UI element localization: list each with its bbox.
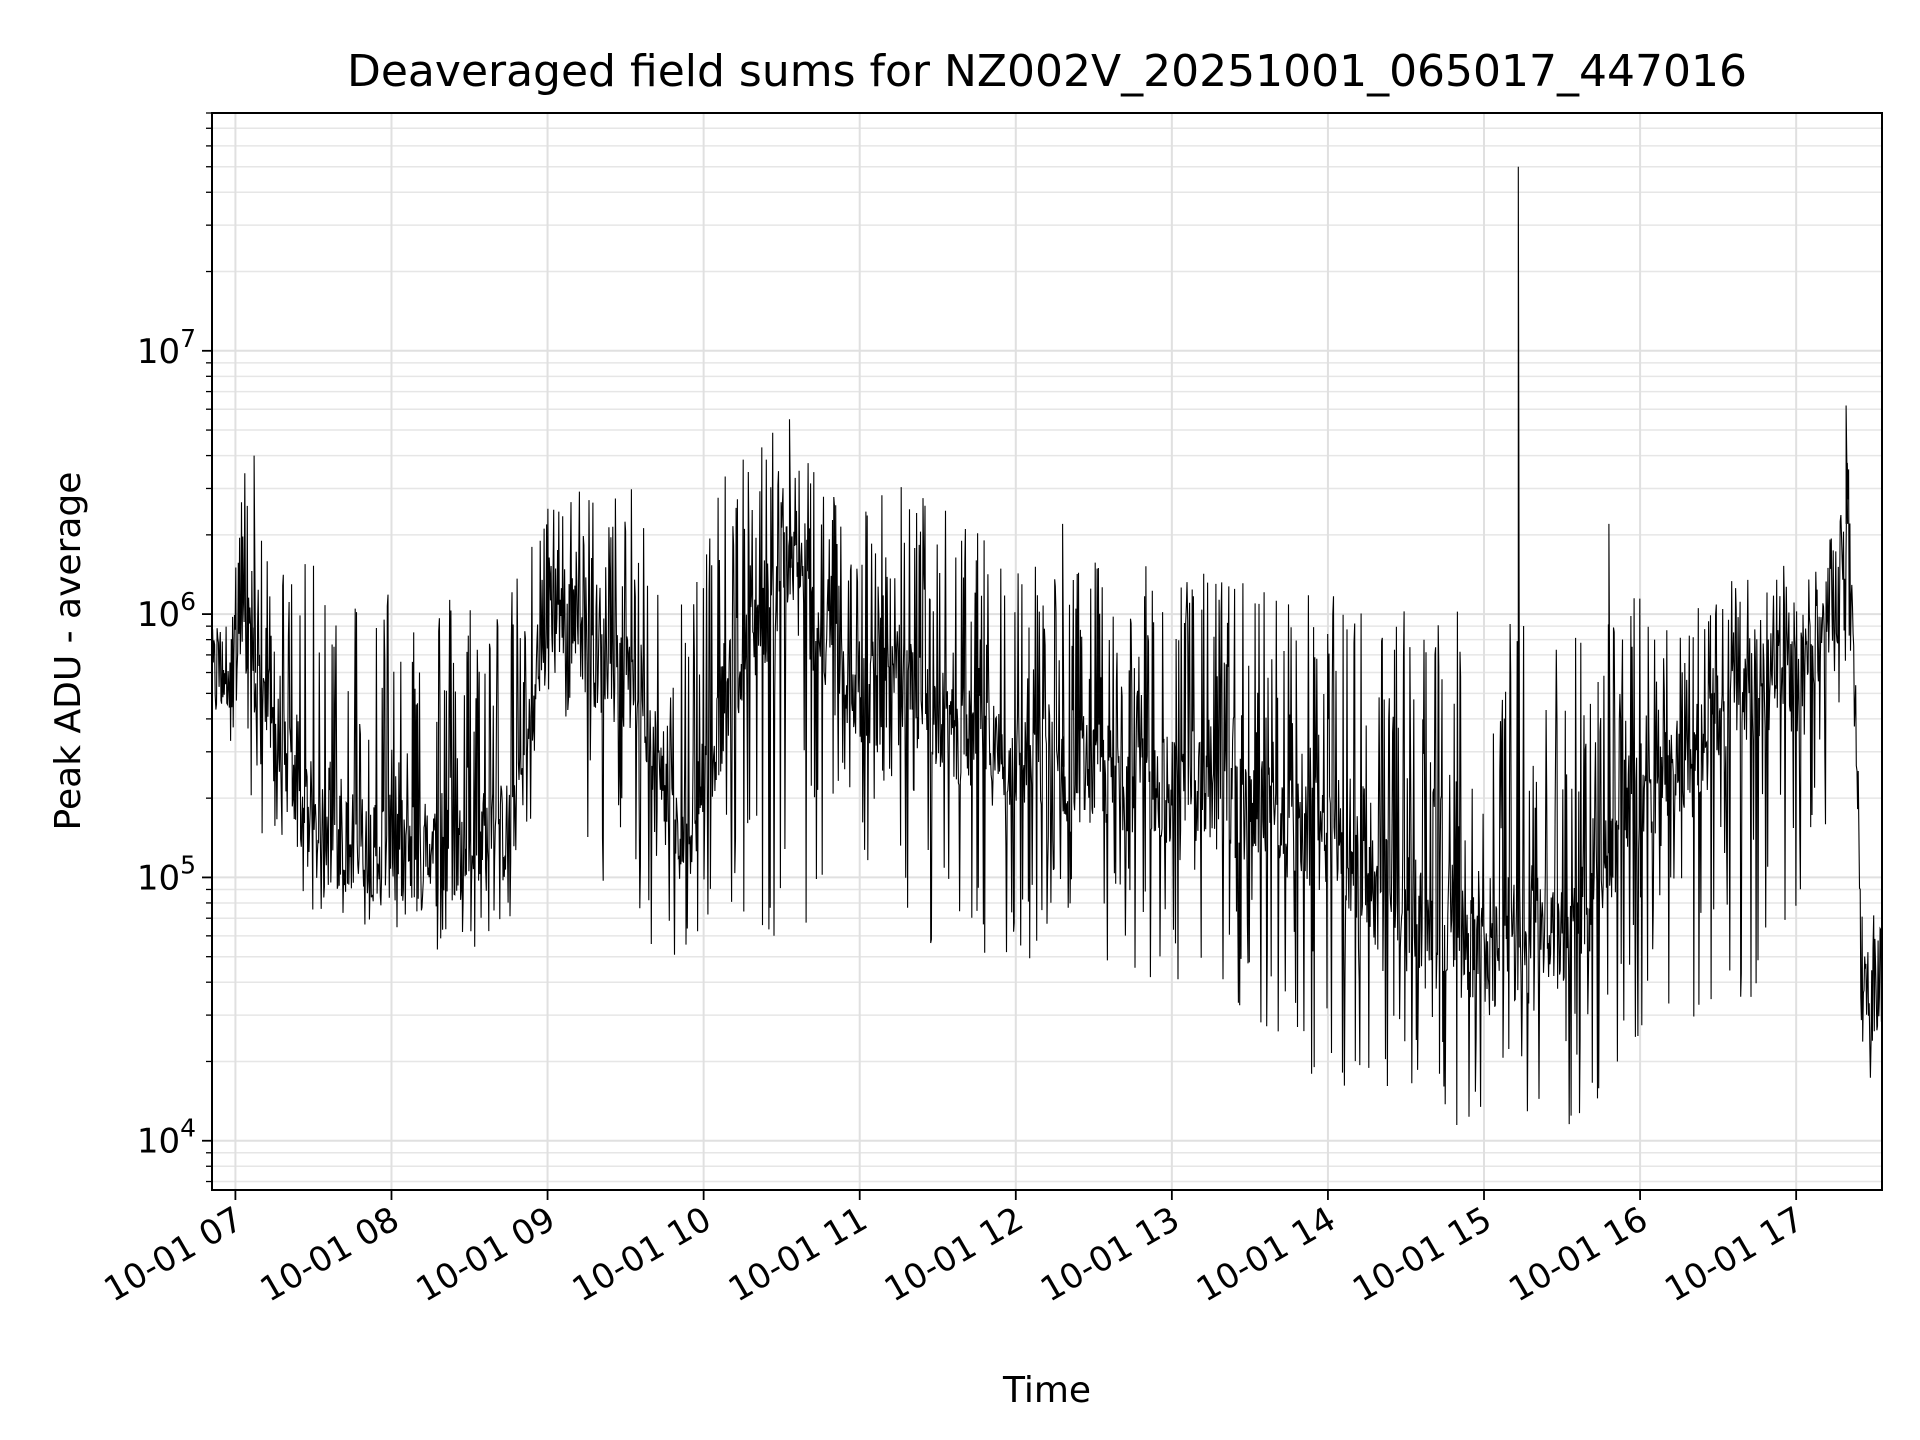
series-line	[212, 166, 1882, 1126]
x-axis-label: Time	[1002, 1370, 1091, 1411]
chart-title: Deaveraged field sums for NZ002V_2025100…	[347, 46, 1747, 97]
y-tick-label: 105	[137, 850, 196, 898]
plot-frame	[211, 112, 1883, 1191]
y-axis-label: Peak ADU - average	[48, 472, 89, 831]
plot-area	[212, 166, 1882, 1126]
y-tick-label: 104	[137, 1114, 196, 1162]
y-tick-label: 106	[137, 587, 196, 635]
y-tick-label: 107	[137, 324, 196, 372]
y-axis: 104 105 106 107	[137, 112, 212, 1183]
